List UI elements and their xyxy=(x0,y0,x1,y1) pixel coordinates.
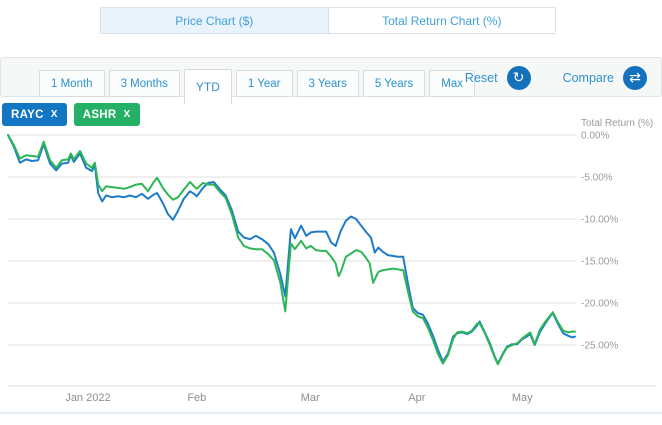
ticker-badge-ashr[interactable]: ASHR X xyxy=(73,103,140,126)
chart-type-tab-total-return[interactable]: Total Return Chart (%) xyxy=(327,8,555,33)
toolbar-controls: Reset ↻ Compare ⇄ xyxy=(465,58,647,98)
x-axis-tick-label: Mar xyxy=(301,392,320,404)
y-axis-tick-label: -5.00% xyxy=(581,173,613,184)
ticker-symbol: ASHR xyxy=(82,108,117,121)
chart-type-tab-group: Price Chart ($) Total Return Chart (%) xyxy=(100,7,556,34)
period-tab-1-year[interactable]: 1 Year xyxy=(235,70,293,97)
x-axis-tick-label: Apr xyxy=(408,392,425,404)
y-axis-tick-label: 0.00% xyxy=(581,131,609,142)
ticker-badge-group: RAYC X ASHR X xyxy=(2,103,140,126)
x-axis-tick-label: Jan 2022 xyxy=(65,392,110,404)
y-axis-tick-label: -20.00% xyxy=(581,299,618,310)
y-axis-tick-label: -10.00% xyxy=(581,215,618,226)
reset-button[interactable]: Reset xyxy=(464,71,498,85)
period-tab-max[interactable]: Max xyxy=(429,70,475,97)
chart-type-tab-price[interactable]: Price Chart ($) xyxy=(101,8,328,33)
compare-icon[interactable]: ⇄ xyxy=(623,66,647,90)
rayc-series-line xyxy=(7,134,576,365)
ticker-symbol: RAYC xyxy=(11,108,44,121)
ashr-series-line xyxy=(7,134,576,366)
period-tab-5-years[interactable]: 5 Years xyxy=(362,70,426,97)
y-axis-tick-label: -25.00% xyxy=(581,341,618,352)
reset-icon[interactable]: ↻ xyxy=(506,66,531,90)
x-axis-tick-label: May xyxy=(512,392,533,404)
period-tab-3-months[interactable]: 3 Months xyxy=(108,70,180,97)
y-axis-title: Total Return (%) xyxy=(581,118,653,129)
ticker-badge-rayc[interactable]: RAYC X xyxy=(2,103,67,126)
x-axis-tick-label: Feb xyxy=(187,392,206,404)
compare-button[interactable]: Compare xyxy=(562,71,614,85)
period-toolbar: 1 Month 3 Months YTD 1 Year 3 Years 5 Years Ma… xyxy=(0,57,662,104)
period-tab-3-years[interactable]: 3 Years xyxy=(296,70,359,97)
chart-svg: 0.00% -5.00% -10.00% -15.00% -20.00% -25.00% T… xyxy=(0,118,662,414)
ticker-remove-icon[interactable]: X xyxy=(50,109,58,120)
period-tab-1-month[interactable]: 1 Month xyxy=(39,70,105,97)
total-return-chart[interactable]: 0.00% -5.00% -10.00% -15.00% -20.00% -25.00% T… xyxy=(0,110,662,420)
period-tab-ytd[interactable]: YTD xyxy=(183,69,232,104)
period-tab-group: 1 Month 3 Months YTD 1 Year 3 Years 5 Years Ma… xyxy=(39,69,479,104)
y-axis-tick-label: -15.00% xyxy=(581,257,618,268)
ticker-remove-icon[interactable]: X xyxy=(123,109,131,120)
